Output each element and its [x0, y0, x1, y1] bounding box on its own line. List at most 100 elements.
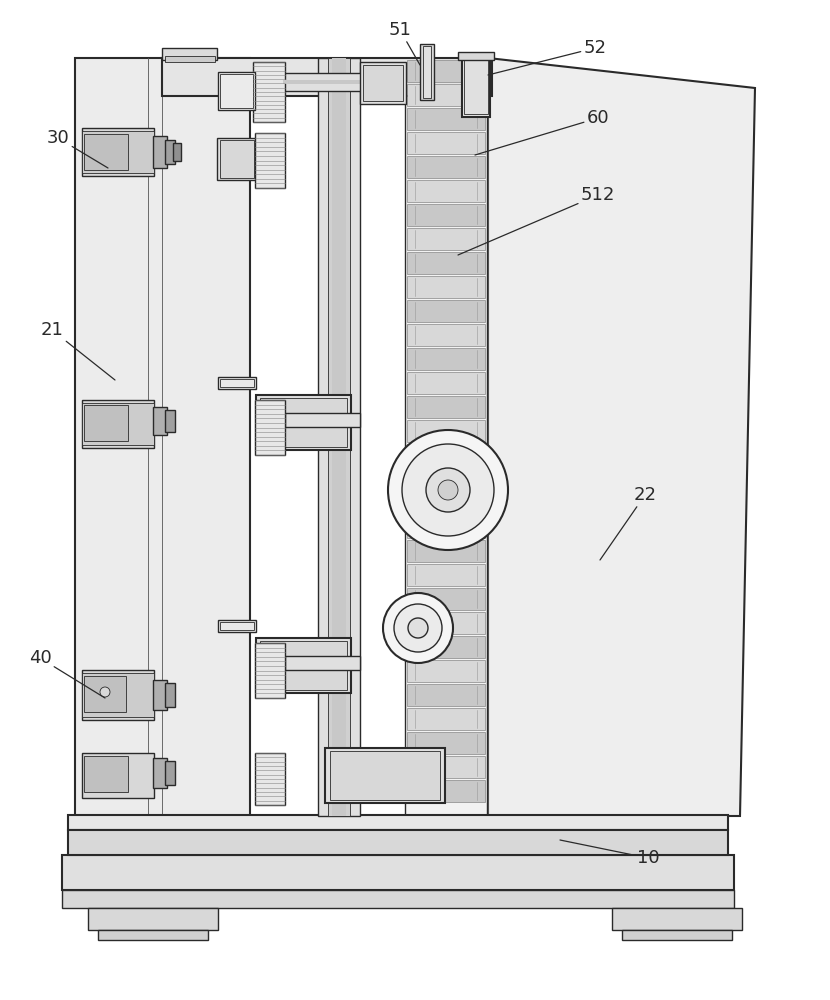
Bar [423, 46, 431, 98]
Bar [256, 395, 351, 450]
Bar [260, 398, 347, 447]
Text: 60: 60 [475, 109, 609, 155]
Bar [407, 84, 485, 106]
Bar [407, 156, 485, 178]
Bar [407, 108, 485, 130]
Bar [153, 758, 167, 788]
Bar [255, 400, 285, 455]
Text: 512: 512 [458, 186, 615, 255]
Bar [162, 58, 492, 96]
Bar [407, 60, 485, 82]
Bar [217, 138, 257, 180]
Bar [407, 324, 485, 346]
Polygon shape [488, 58, 755, 816]
Bar [220, 622, 254, 630]
Bar [407, 468, 485, 490]
Bar [407, 564, 485, 586]
Circle shape [383, 593, 453, 663]
Bar [255, 643, 285, 698]
Bar [255, 400, 285, 455]
Bar [88, 908, 218, 930]
Bar [407, 444, 485, 466]
Text: 52: 52 [488, 39, 607, 75]
Bar [332, 58, 346, 816]
Text: 10: 10 [560, 840, 659, 867]
Bar [165, 56, 215, 62]
Bar [407, 396, 485, 418]
Bar [407, 492, 485, 514]
Bar [253, 62, 285, 122]
Bar [407, 180, 485, 202]
Bar [84, 405, 128, 441]
Circle shape [402, 444, 494, 536]
Bar [84, 676, 126, 712]
Circle shape [100, 687, 110, 697]
Bar [407, 732, 485, 754]
Bar [285, 413, 360, 427]
Bar [218, 72, 255, 110]
Bar [622, 930, 732, 940]
Bar [458, 52, 494, 60]
Text: 21: 21 [41, 321, 115, 380]
Bar [464, 58, 488, 114]
Bar [407, 588, 485, 610]
Bar [62, 855, 734, 890]
Bar [330, 751, 440, 800]
Bar [255, 133, 285, 188]
Bar [62, 890, 734, 908]
Text: 40: 40 [28, 649, 105, 698]
Bar [283, 73, 363, 91]
Text: 51: 51 [388, 21, 420, 65]
Bar [153, 136, 167, 168]
Bar [253, 62, 285, 122]
Bar [255, 753, 285, 805]
Text: 22: 22 [600, 486, 657, 560]
Bar [407, 708, 485, 730]
Bar [82, 400, 154, 448]
Bar [220, 379, 254, 387]
Bar [407, 660, 485, 682]
Bar [75, 58, 250, 816]
Bar [162, 48, 217, 60]
Bar [68, 815, 728, 830]
Bar [363, 65, 403, 101]
Circle shape [394, 604, 442, 652]
Bar [407, 756, 485, 778]
Bar [407, 372, 485, 394]
Circle shape [408, 618, 428, 638]
Bar [165, 140, 175, 164]
Bar [82, 673, 154, 717]
Bar [328, 58, 350, 816]
Bar [407, 204, 485, 226]
Bar [407, 252, 485, 274]
Bar [82, 670, 154, 720]
Bar [407, 612, 485, 634]
Circle shape [438, 480, 458, 500]
Bar [325, 748, 445, 803]
Bar [255, 753, 285, 805]
Bar [98, 930, 208, 940]
Bar [82, 131, 154, 173]
Bar [220, 140, 254, 178]
Bar [153, 680, 167, 710]
Bar [255, 133, 285, 188]
Bar [407, 348, 485, 370]
Bar [407, 132, 485, 154]
Bar [82, 403, 154, 445]
Bar [407, 540, 485, 562]
Bar [407, 684, 485, 706]
Bar [462, 55, 490, 117]
Bar [283, 80, 363, 84]
Bar [84, 134, 128, 170]
Circle shape [426, 468, 470, 512]
Bar [260, 641, 347, 690]
Bar [68, 830, 728, 855]
Bar [407, 516, 485, 538]
Bar [285, 656, 360, 670]
Bar [318, 58, 360, 816]
Bar [220, 74, 253, 108]
Bar [255, 643, 285, 698]
Bar [612, 908, 742, 930]
Bar [153, 407, 167, 435]
Bar [82, 128, 154, 176]
